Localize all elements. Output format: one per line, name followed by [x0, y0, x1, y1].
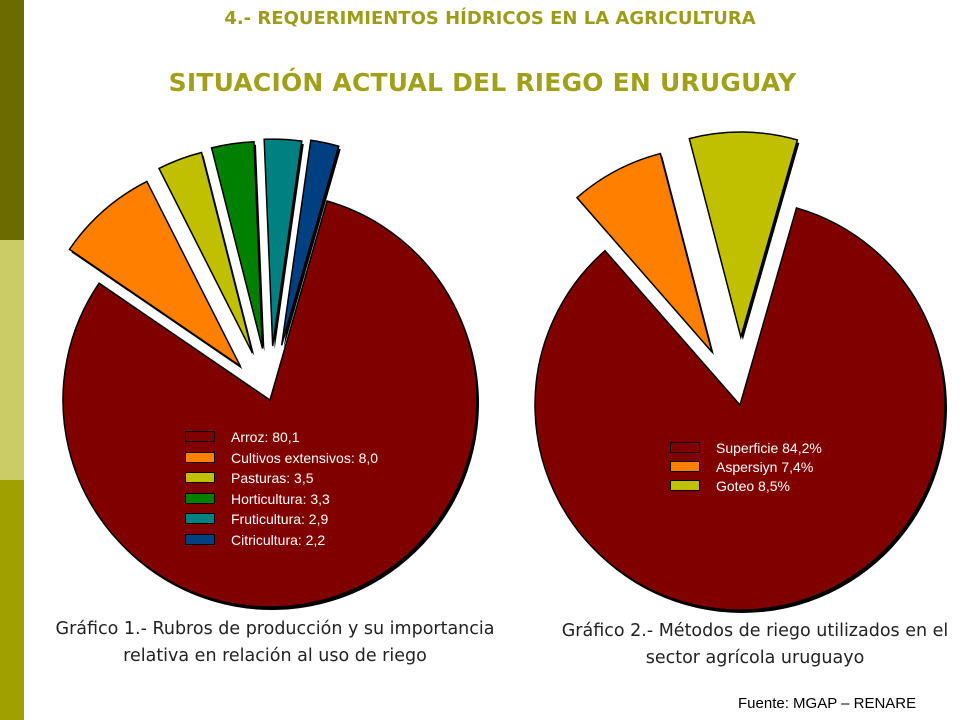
legend-swatch [185, 492, 215, 504]
legend-label: Arroz: 80,1 [231, 429, 300, 445]
legend-label: Horticultura: 3,3 [231, 490, 330, 507]
pie-slice-arroz [62, 200, 478, 608]
sidebar-band-bottom [0, 480, 24, 720]
pie-slice-aspersiyn [575, 152, 713, 353]
chart-2-caption: Gráfico 2.- Métodos de riego utilizados … [561, 621, 949, 668]
page-title: SITUACIÓN ACTUAL DEL RIEGO EN URUGUAY [168, 68, 797, 97]
legend-label: Superficie 84,2% [716, 440, 822, 456]
source-note: Fuente: MGAP – RENARE [738, 695, 917, 712]
legend-swatch [185, 472, 215, 483]
legend-label: Citricultura: 2,2 [231, 531, 326, 548]
sidebar-band-middle [0, 240, 24, 480]
pie-slice-horticultura [210, 140, 264, 349]
legend-label: Cultivos extensivos: 8,0 [231, 449, 379, 466]
legend-swatch [185, 451, 215, 463]
legend-swatch [670, 480, 700, 491]
pie-slice-shadow [283, 143, 341, 349]
pie-slice-cultivos-extensivos [68, 180, 242, 367]
legend-label: Pasturas: 3,5 [231, 470, 314, 486]
pie-slice-goteo [688, 131, 799, 340]
legend-swatch [185, 533, 215, 545]
pie-slice-citricultura [280, 139, 340, 346]
legend-label: Aspersiyn 7,4% [716, 459, 814, 475]
sidebar-band-top [0, 0, 24, 240]
legend-label: Goteo 8,5% [716, 478, 790, 494]
legend-label: Fruticultura: 2,9 [231, 511, 329, 527]
legend-swatch [670, 442, 700, 453]
legend-swatch [670, 461, 700, 472]
pie-slice-superficie [534, 207, 946, 611]
legend-swatch [185, 431, 215, 442]
pie-slice-pasturas [157, 151, 254, 354]
legend-swatch [185, 513, 215, 524]
section-heading: 4.- REQUERIMIENTOS HÍDRICOS EN LA AGRICU… [224, 8, 756, 29]
chart-1-caption: Gráfico 1.- Rubros de producción y su im… [55, 619, 495, 666]
pie-slice-fruticultura [263, 138, 303, 347]
sidebar-accent [0, 0, 24, 720]
